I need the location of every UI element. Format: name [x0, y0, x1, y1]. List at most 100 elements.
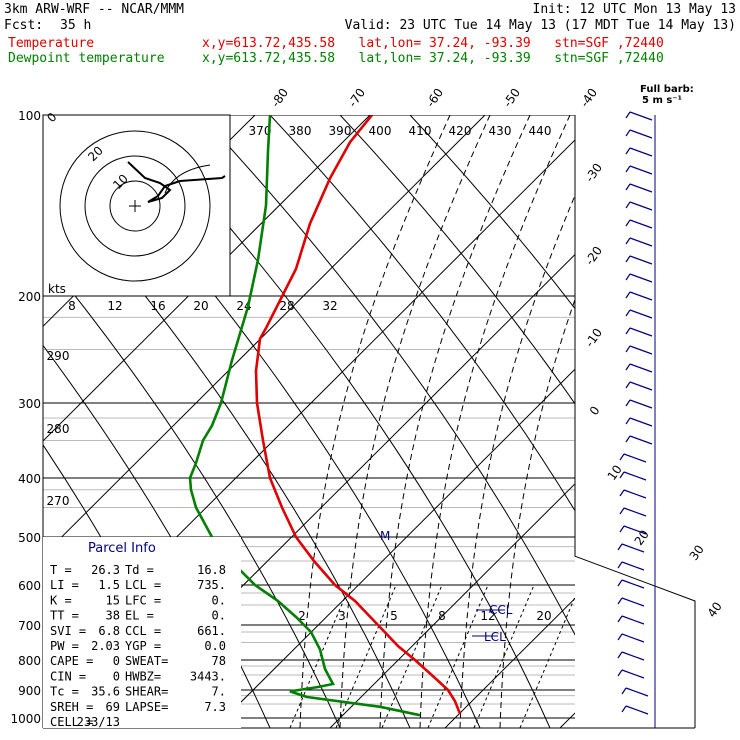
theta-label: 430 — [489, 124, 512, 138]
wind-barb — [621, 597, 645, 607]
parcel-info-cell: 0 — [113, 669, 120, 683]
speed-label: 32 — [322, 299, 337, 313]
wind-barb — [621, 651, 645, 661]
wind-barb — [629, 111, 653, 121]
isotherm-label: -60 — [423, 86, 446, 110]
wind-barb-flag — [625, 399, 631, 407]
theta-label: 290 — [47, 349, 70, 363]
wind-barb — [629, 291, 653, 301]
storm-motion-arc — [164, 164, 211, 194]
pressure-tick-label: 400 — [18, 472, 41, 486]
wind-barb — [629, 273, 653, 283]
wind-barb-flag — [625, 417, 631, 425]
parcel-info-cell: 0. — [212, 609, 226, 623]
parcel-info-cell: 0. — [212, 593, 226, 607]
moist-adiabat-line — [419, 115, 571, 728]
parcel-info-cell: HWBZ= — [125, 669, 161, 683]
wind-barb-flag — [617, 543, 623, 551]
wind-barb-flag — [625, 363, 631, 371]
parcel-info-cell: LFC = — [125, 593, 161, 607]
theta-label: 270 — [47, 494, 70, 508]
wind-barb — [621, 633, 645, 643]
parcel-info-cell: 233/13 — [77, 715, 120, 729]
parcel-info-cell: 69 — [106, 700, 120, 714]
wind-barb — [629, 309, 653, 319]
wind-barb-flag — [625, 327, 631, 335]
forecast-label: Fcst: — [4, 18, 44, 33]
parcel-info-cell: CIN = — [50, 669, 86, 683]
parcel-info-cell: 16.8 — [197, 563, 226, 577]
dry-adiabat-line — [43, 254, 341, 728]
wind-barb-flag — [625, 255, 631, 263]
wind-barb-flag — [617, 651, 623, 659]
isotherm-label: -20 — [582, 244, 605, 268]
parcel-info-cell: PW = — [50, 639, 79, 653]
parcel-info-cell: LCL = — [125, 578, 161, 592]
theta-label: 420 — [449, 124, 472, 138]
valid-time: Valid: 23 UTC Tue 14 May 13 (17 MDT Tue … — [344, 18, 736, 33]
hodograph-trace — [127, 161, 226, 203]
isotherm-label: -10 — [582, 326, 605, 350]
parcel-info-cell: 35.6 — [91, 685, 120, 699]
wind-barb-flag — [625, 237, 631, 245]
parcel-info-cell: 0 — [113, 654, 120, 668]
model-title: 3km ARW-WRF -- NCAR/MMM — [4, 2, 185, 17]
wind-barb — [621, 543, 645, 553]
dewpoint-legend: Dewpoint temperature — [8, 51, 165, 66]
wind-barb — [623, 507, 647, 517]
mixing-ratio-line — [427, 584, 489, 728]
wind-barb — [629, 363, 653, 373]
moist-adiabat-line — [459, 194, 575, 728]
lcl-marker: LCL — [484, 630, 506, 644]
mixing-ratio-line — [473, 584, 535, 728]
isotherm-label: 20 — [632, 527, 652, 548]
pressure-tick-label: 600 — [18, 579, 41, 593]
barb-key-unit: 5 m s⁻¹ — [642, 95, 682, 106]
theta-label: 390 — [329, 124, 352, 138]
wind-barb — [629, 237, 653, 247]
mixing-ratio-label: 3 — [338, 609, 346, 623]
temperature-location: x,y=613.72,435.58 lat,lon= 37.24, -93.39… — [202, 36, 664, 51]
wind-barb-flag — [625, 129, 631, 137]
wind-barb — [629, 219, 653, 229]
barb-key-title: Full barb: — [640, 84, 694, 95]
parcel-info-cell: 38 — [106, 609, 120, 623]
wind-barb — [629, 327, 653, 337]
wind-barb-flag — [625, 165, 631, 173]
wind-barb — [621, 561, 645, 571]
wind-barb — [629, 345, 653, 355]
dry-adiabat-line — [339, 115, 575, 405]
pressure-tick-label: 800 — [18, 654, 41, 668]
theta-label: 280 — [47, 422, 70, 436]
wind-barb-flag — [617, 579, 623, 587]
isotherm-line — [0, 115, 25, 728]
theta-label: 440 — [529, 124, 552, 138]
speed-label: 28 — [279, 299, 294, 313]
mixing-ratio-line — [289, 584, 351, 728]
temperature-legend: Temperature — [8, 36, 95, 51]
moist-adiabat-line — [499, 298, 575, 728]
theta-label: 370 — [249, 124, 272, 138]
wind-barb — [629, 165, 653, 175]
wind-barb-flag — [625, 273, 631, 281]
dry-adiabat-line — [409, 115, 575, 310]
isotherm-line — [43, 115, 371, 442]
wind-barb-flag — [619, 525, 625, 533]
isotherm-label: -80 — [268, 86, 291, 110]
parcel-info-cell: CAPE = — [50, 654, 93, 668]
pressure-tick-label: 700 — [18, 619, 41, 633]
speed-label: 8 — [68, 299, 76, 313]
mixing-ratio-line — [381, 584, 443, 728]
wind-barb-flag — [625, 291, 631, 299]
mixing-ratio-label: 20 — [536, 609, 551, 623]
wind-barb — [625, 705, 649, 715]
wind-barb-flag — [625, 435, 631, 443]
mixing-ratio-line — [519, 595, 575, 728]
temperature-line — [254, 115, 462, 715]
wind-barb — [621, 615, 645, 625]
parcel-info-cell: CELL = — [50, 715, 93, 729]
wind-barb — [623, 471, 647, 481]
isotherm-label: 30 — [687, 542, 707, 563]
pressure-tick-label: 1000 — [10, 712, 41, 726]
wind-barb — [625, 687, 649, 697]
